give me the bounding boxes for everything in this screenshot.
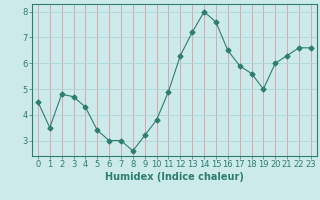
X-axis label: Humidex (Indice chaleur): Humidex (Indice chaleur) — [105, 172, 244, 182]
